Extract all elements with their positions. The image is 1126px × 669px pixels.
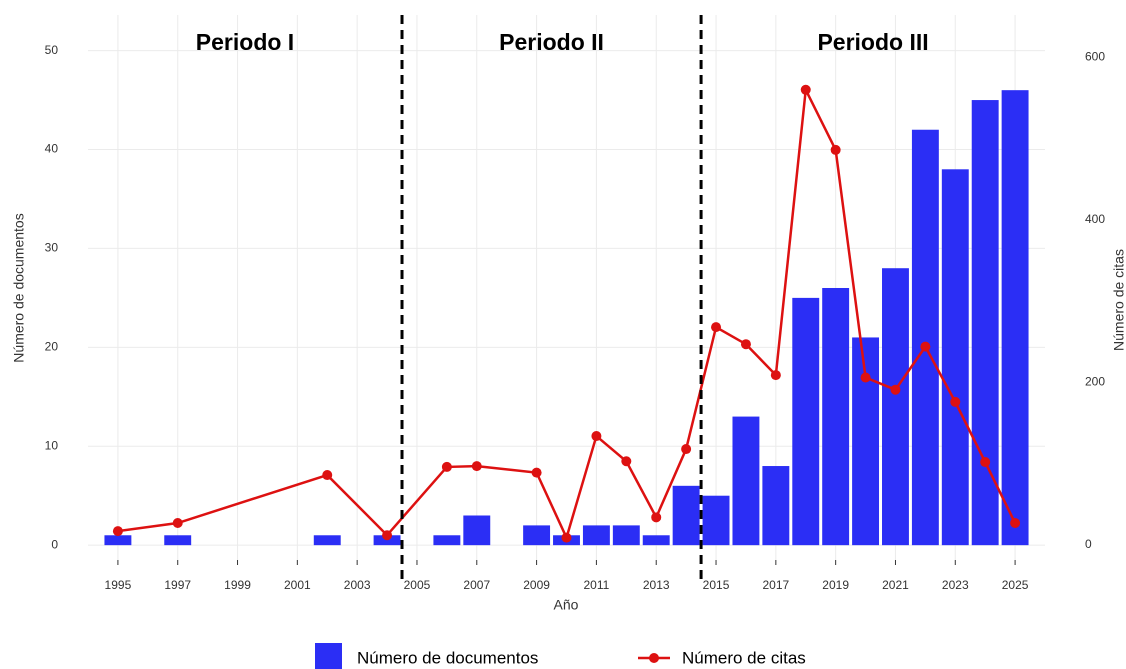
x-tick-label: 2003 bbox=[344, 578, 371, 592]
point bbox=[471, 461, 482, 472]
y2-tick-label: 200 bbox=[1085, 375, 1105, 389]
point bbox=[531, 467, 542, 478]
y-tick-label: 20 bbox=[45, 340, 59, 354]
x-tick-label: 2005 bbox=[404, 578, 431, 592]
point bbox=[830, 144, 841, 155]
point bbox=[561, 532, 572, 543]
point bbox=[770, 370, 781, 381]
x-tick-label: 2015 bbox=[703, 578, 730, 592]
legend-label: Número de citas bbox=[682, 648, 806, 667]
bar bbox=[582, 525, 610, 546]
bar bbox=[822, 287, 850, 546]
point bbox=[1010, 518, 1021, 529]
point bbox=[112, 526, 123, 537]
bar bbox=[433, 535, 461, 546]
point bbox=[980, 457, 991, 468]
bar bbox=[732, 416, 760, 546]
point bbox=[382, 530, 393, 541]
bar bbox=[1001, 90, 1029, 546]
point bbox=[950, 396, 961, 407]
x-tick-label: 2001 bbox=[284, 578, 311, 592]
bar bbox=[941, 169, 969, 546]
y2-axis-label: Número de citas bbox=[1111, 249, 1126, 351]
legend-label: Número de documentos bbox=[357, 648, 538, 667]
point bbox=[860, 372, 871, 383]
bar bbox=[642, 535, 670, 546]
period-label: Periodo II bbox=[499, 29, 604, 55]
y2-tick-label: 0 bbox=[1085, 537, 1092, 551]
x-tick-label: 1995 bbox=[105, 578, 132, 592]
x-tick-label: 2009 bbox=[523, 578, 550, 592]
point bbox=[441, 461, 452, 472]
x-axis-label: Año bbox=[554, 597, 579, 613]
bar bbox=[672, 485, 700, 546]
bar bbox=[523, 525, 551, 546]
y-tick-label: 0 bbox=[51, 537, 58, 551]
bar bbox=[702, 495, 730, 546]
bar bbox=[792, 297, 820, 546]
point bbox=[740, 339, 751, 350]
point bbox=[621, 456, 632, 467]
y2-tick-label: 400 bbox=[1085, 212, 1105, 226]
point bbox=[920, 341, 931, 352]
bar bbox=[164, 535, 192, 546]
bar bbox=[911, 129, 939, 546]
y-tick-label: 10 bbox=[45, 438, 59, 452]
period-label: Periodo III bbox=[817, 29, 928, 55]
point bbox=[681, 444, 692, 455]
bar bbox=[104, 535, 132, 546]
legend-swatch bbox=[315, 643, 342, 669]
y2-tick-label: 600 bbox=[1085, 49, 1105, 63]
x-tick-label: 2023 bbox=[942, 578, 969, 592]
x-tick-label: 2025 bbox=[1002, 578, 1029, 592]
point bbox=[651, 512, 662, 523]
point bbox=[591, 431, 602, 442]
bar bbox=[971, 100, 999, 546]
bar bbox=[373, 535, 401, 546]
y-tick-label: 30 bbox=[45, 241, 59, 255]
point bbox=[172, 518, 183, 529]
bar bbox=[762, 466, 790, 546]
x-tick-label: 1999 bbox=[224, 578, 251, 592]
point bbox=[711, 322, 722, 333]
y-axis-label: Número de documentos bbox=[11, 213, 27, 362]
point bbox=[322, 470, 333, 481]
period-label: Periodo I bbox=[196, 29, 294, 55]
bar bbox=[882, 268, 909, 546]
y-tick-label: 40 bbox=[45, 142, 59, 156]
point bbox=[890, 384, 901, 395]
x-tick-label: 2013 bbox=[643, 578, 670, 592]
bar bbox=[463, 515, 491, 546]
bar bbox=[612, 525, 640, 546]
x-tick-label: 1997 bbox=[164, 578, 191, 592]
legend-swatch bbox=[649, 653, 659, 663]
x-tick-label: 2011 bbox=[584, 578, 610, 592]
bar bbox=[313, 535, 341, 546]
point bbox=[800, 84, 811, 95]
x-tick-label: 2007 bbox=[463, 578, 490, 592]
x-tick-label: 2019 bbox=[822, 578, 849, 592]
x-tick-label: 2021 bbox=[882, 578, 909, 592]
y-tick-label: 50 bbox=[45, 43, 59, 57]
x-tick-label: 2017 bbox=[762, 578, 789, 592]
line bbox=[117, 85, 1017, 542]
